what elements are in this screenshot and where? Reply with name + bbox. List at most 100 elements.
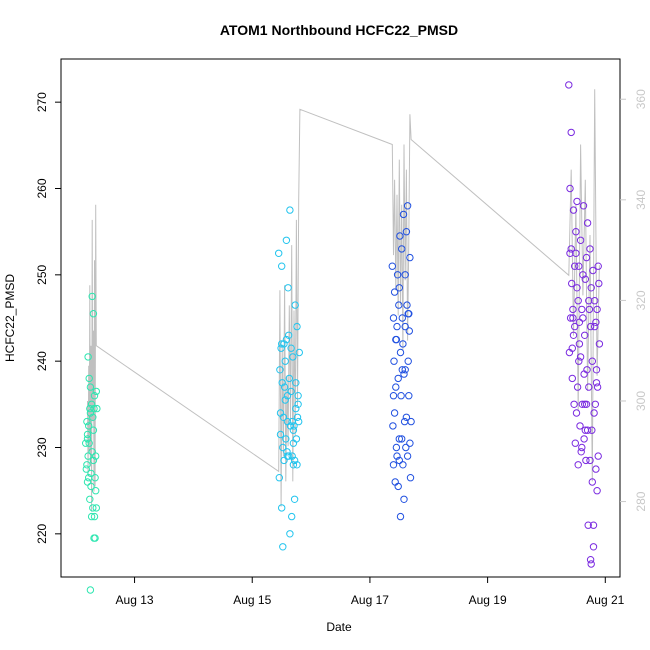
data-point: [87, 482, 95, 491]
data-point: [576, 353, 585, 361]
data-point: [292, 404, 300, 413]
data-point: [573, 284, 581, 292]
data-point: [91, 474, 99, 482]
data-point: [404, 310, 412, 318]
data-point: [87, 512, 96, 521]
data-point: [389, 314, 398, 322]
data-point: [399, 340, 407, 348]
data-point: [400, 370, 408, 378]
data-point: [586, 245, 594, 253]
y-tick-label: 220: [35, 524, 49, 544]
data-point: [282, 435, 290, 443]
scatter-points: [82, 81, 604, 594]
data-point: [403, 202, 412, 210]
data-point: [575, 262, 583, 270]
data-point: [290, 495, 299, 503]
data-point: [581, 400, 589, 408]
y-tick-label: 260: [35, 178, 49, 198]
data-point: [85, 374, 93, 383]
data-point: [84, 452, 92, 460]
data-point: [589, 543, 598, 551]
data-point: [593, 487, 601, 495]
data-point: [289, 461, 298, 469]
data-point: [292, 379, 300, 387]
data-point: [569, 314, 577, 322]
data-point: [392, 335, 401, 344]
data-point: [591, 322, 599, 331]
data-point: [395, 456, 403, 465]
data-point: [401, 366, 409, 374]
x-tick-label: Aug 21: [586, 593, 624, 607]
data-point: [584, 521, 592, 529]
data-point: [394, 374, 402, 383]
data-point: [569, 305, 577, 314]
data-point: [287, 387, 295, 396]
data-point: [89, 310, 98, 318]
data-point: [406, 439, 414, 447]
data-point: [393, 322, 401, 331]
data-point: [592, 318, 600, 326]
data-point: [592, 465, 600, 473]
data-point: [566, 184, 574, 193]
data-point: [568, 279, 576, 288]
data-point: [579, 314, 587, 322]
data-point: [294, 392, 302, 400]
data-point: [404, 357, 412, 365]
data-point: [86, 409, 95, 417]
data-point: [571, 439, 579, 447]
data-point: [390, 288, 399, 296]
data-point: [290, 422, 298, 430]
data-point: [572, 409, 581, 417]
data-point: [583, 219, 592, 227]
data-point: [88, 292, 96, 301]
data-point: [276, 366, 284, 374]
data-point: [281, 357, 289, 365]
y2-tick-label: 360: [634, 89, 648, 109]
data-point: [91, 534, 99, 542]
data-point: [396, 348, 405, 357]
data-point: [588, 357, 596, 365]
data-point: [574, 461, 582, 469]
data-point: [393, 271, 402, 279]
data-point: [396, 512, 405, 521]
data-point: [395, 284, 403, 292]
data-point: [86, 586, 95, 594]
data-point: [283, 392, 292, 400]
data-point: [407, 417, 415, 426]
data-point: [578, 443, 586, 452]
data-point: [279, 413, 288, 421]
data-point: [582, 456, 590, 465]
data-point: [567, 245, 575, 253]
data-point: [586, 322, 595, 331]
data-point: [568, 344, 576, 352]
y-tick-label: 270: [35, 92, 49, 112]
data-point: [392, 383, 400, 391]
data-point: [290, 456, 299, 465]
data-point: [86, 383, 95, 391]
data-point: [87, 469, 95, 478]
y-tick-label: 250: [35, 265, 49, 285]
data-point: [583, 426, 592, 434]
data-point: [90, 404, 98, 413]
x-tick-label: Aug 17: [351, 593, 389, 607]
data-point: [574, 297, 582, 305]
data-point: [589, 521, 598, 529]
data-point: [395, 301, 403, 309]
data-point: [398, 314, 406, 322]
data-point: [586, 456, 594, 465]
data-point: [406, 474, 415, 482]
data-point: [405, 327, 413, 335]
data-point: [281, 396, 289, 404]
data-point: [594, 452, 602, 460]
data-point: [587, 284, 595, 292]
data-point: [398, 366, 406, 374]
chart-title: ATOM1 Northbound HCFC22_PMSD: [220, 22, 458, 38]
data-point: [85, 439, 93, 447]
data-point: [393, 452, 401, 460]
data-point: [275, 249, 283, 258]
data-point: [406, 253, 414, 262]
y-axis-label: HCFC22_PMSD: [3, 274, 17, 362]
data-point: [87, 400, 96, 408]
data-point: [582, 253, 591, 262]
data-point: [590, 409, 598, 417]
